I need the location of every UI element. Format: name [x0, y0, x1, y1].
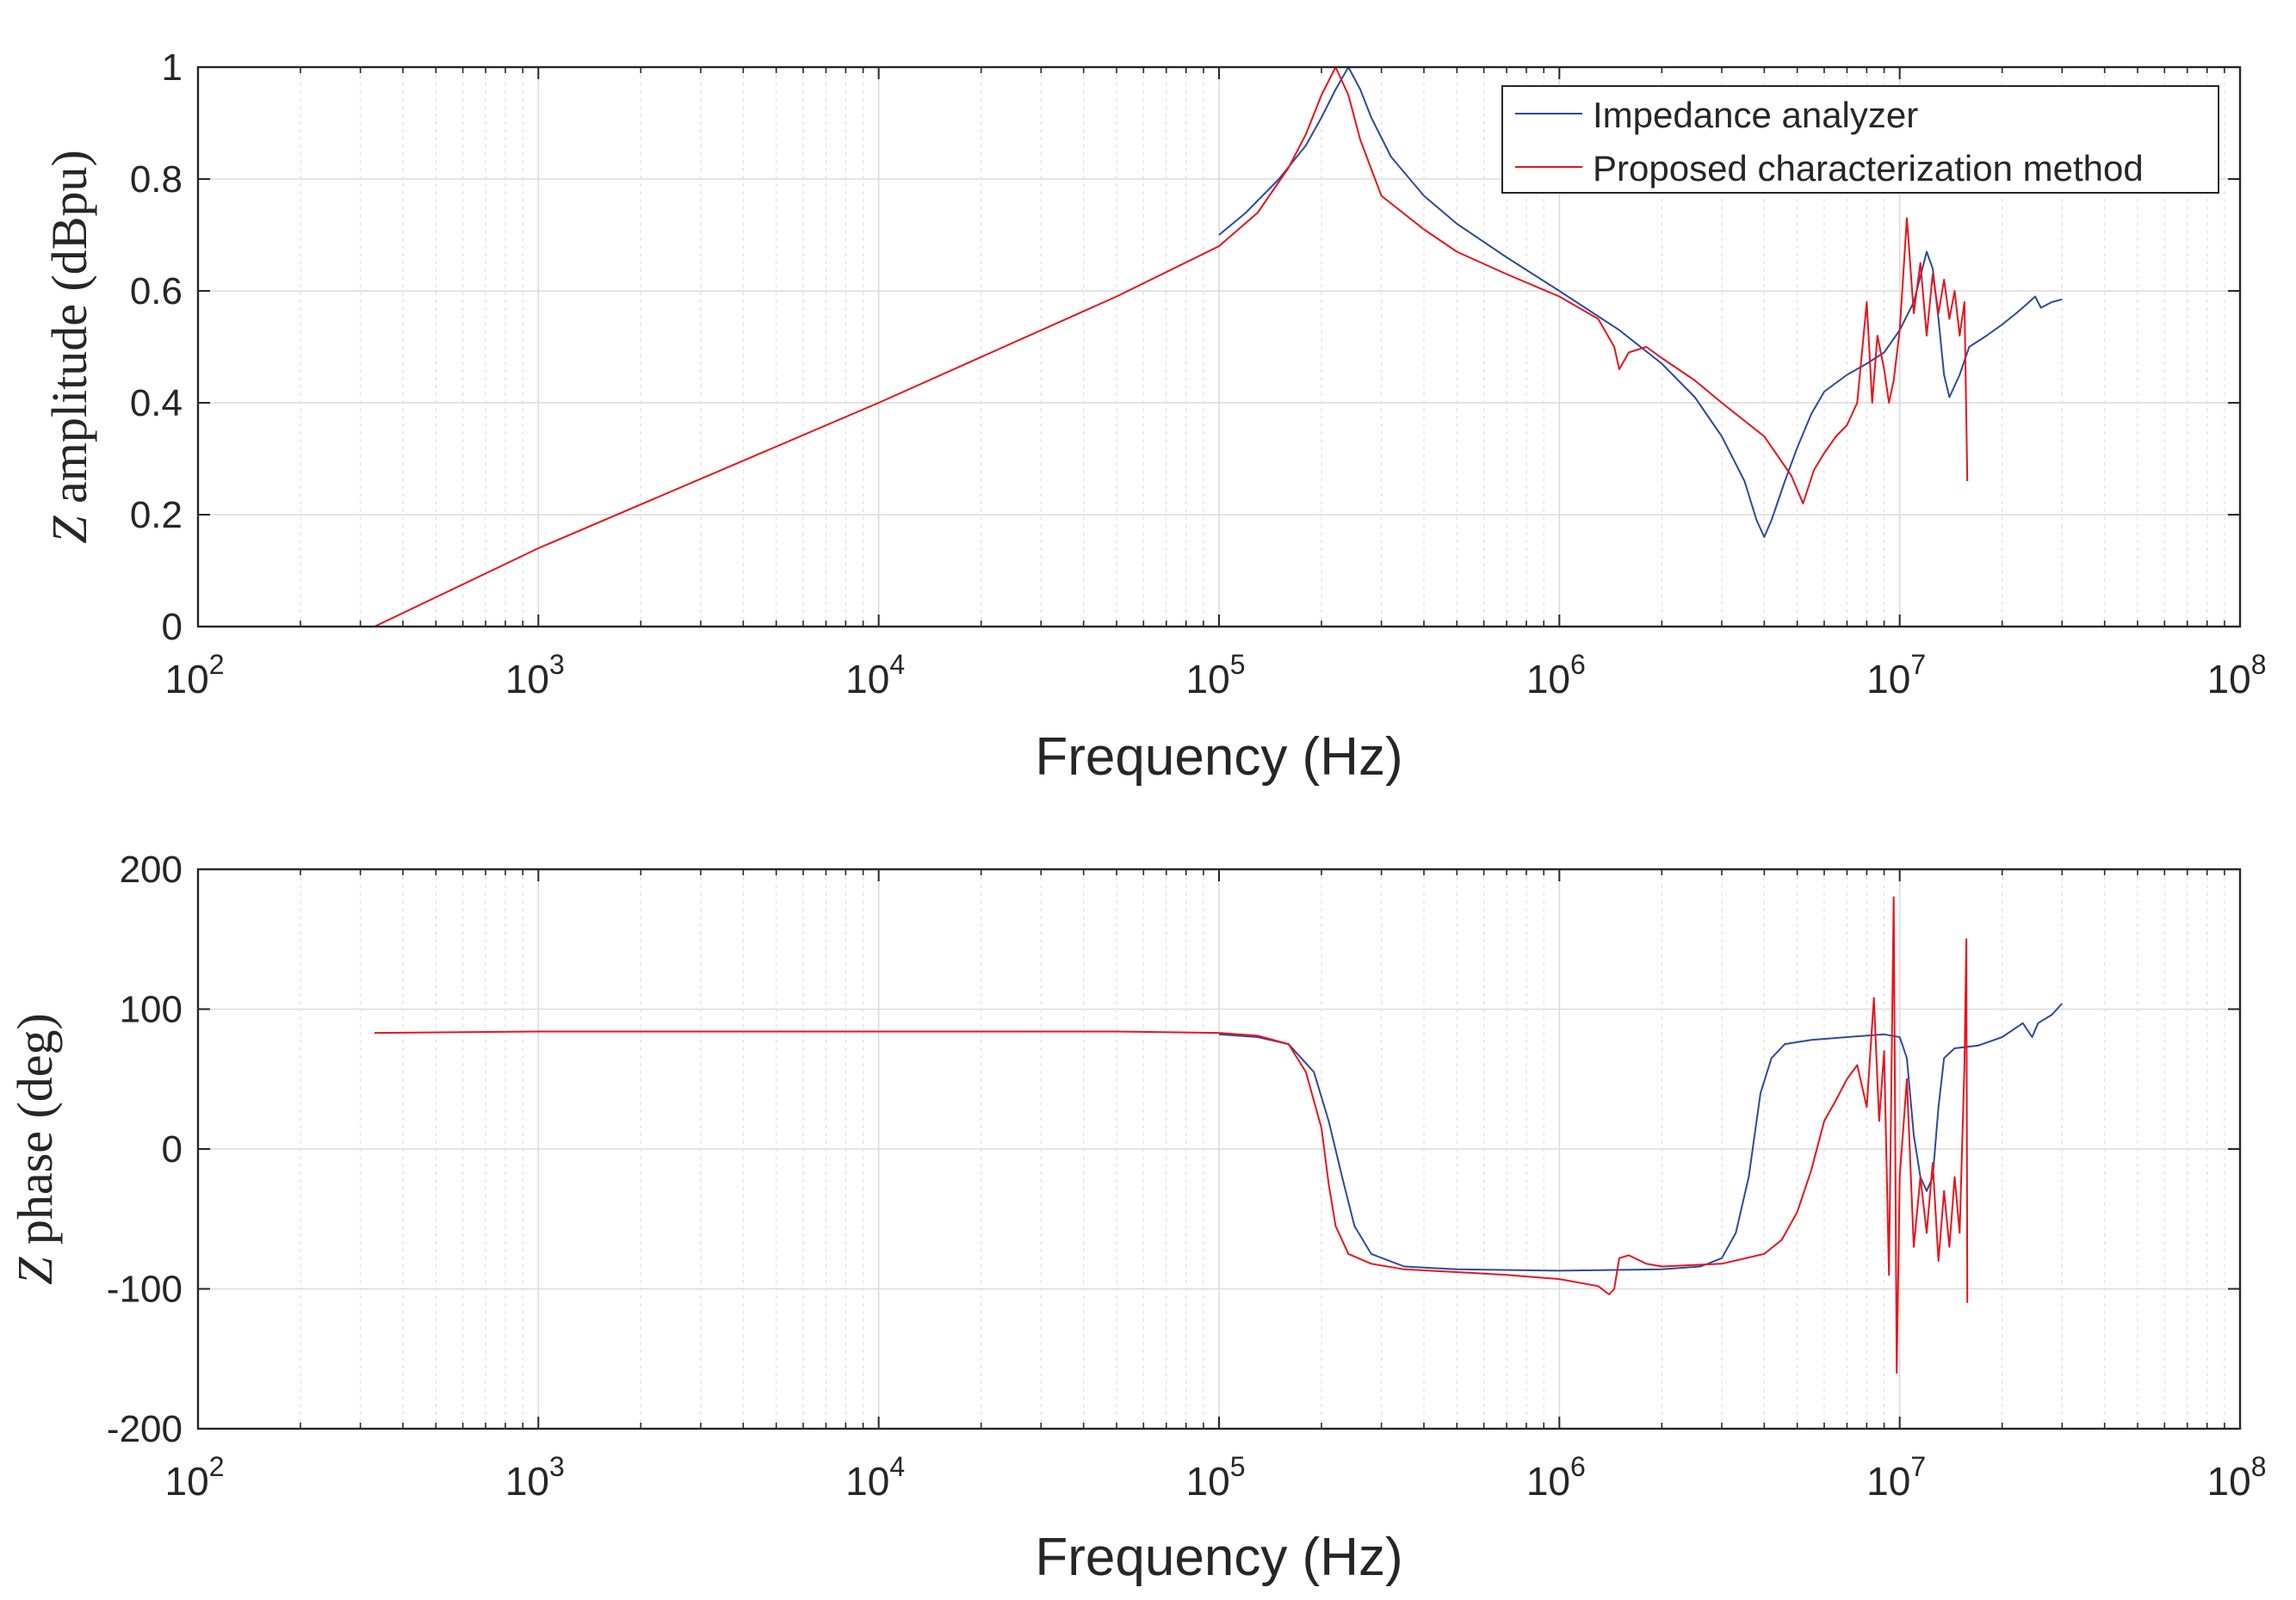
amplitude-y-axis-label: Z amplitude (dBpu)	[41, 150, 97, 544]
amplitude-y-axis-text: amplitude (dBpu)	[41, 150, 97, 516]
phase-y-tick-label: 0	[162, 1128, 183, 1171]
amplitude-x-axis-label: Frequency (Hz)	[1035, 727, 1402, 787]
amplitude-y-tick-label: 0.8	[130, 158, 183, 201]
phase-series	[374, 896, 2064, 1374]
legend: Impedance analyzer Proposed characteriza…	[1501, 85, 2219, 194]
phase-series-proposed-method	[374, 896, 1969, 1374]
amplitude-x-tick-label: 103	[505, 649, 565, 701]
amplitude-series	[374, 67, 2063, 627]
amplitude-series-proposed-method	[374, 67, 1969, 627]
amplitude-y-axis-symbol: Z	[41, 516, 97, 544]
legend-label-impedance-analyzer: Impedance analyzer	[1593, 95, 1918, 135]
legend-box	[1501, 85, 2219, 194]
amplitude-series-impedance-analyzer	[1218, 67, 2063, 538]
phase-y-tick-label: 100	[120, 989, 183, 1031]
amplitude-x-tick-label: 105	[1186, 649, 1246, 701]
phase-chart: 102 103 104 105 106 107 108 -200 -100 0 100 200 Fre…	[7, 849, 2266, 1587]
phase-x-tick-label: 104	[845, 1451, 905, 1504]
amplitude-x-tick-label: 108	[2207, 649, 2267, 701]
phase-series-impedance-analyzer	[1218, 1003, 2064, 1272]
phase-x-tick-label: 103	[505, 1451, 565, 1504]
amplitude-x-tick-label: 104	[845, 649, 905, 701]
phase-x-tick-label: 105	[1186, 1451, 1246, 1504]
amplitude-x-tick-label: 106	[1526, 649, 1586, 701]
phase-ticks: 102 103 104 105 106 107 108 -200 -100 0 100 200	[107, 849, 2267, 1504]
amplitude-y-tick-label: 0.6	[130, 270, 183, 312]
phase-y-axis-label: Z phase (deg)	[7, 1013, 63, 1285]
amplitude-grid	[197, 66, 2241, 627]
phase-x-tick-label: 106	[1526, 1451, 1586, 1504]
amplitude-y-tick-label: 0	[162, 606, 183, 648]
phase-y-axis-text: phase (deg)	[7, 1013, 63, 1257]
phase-x-tick-label: 102	[165, 1451, 225, 1504]
amplitude-y-tick-label: 0.4	[130, 382, 183, 424]
amplitude-x-tick-label: 107	[1866, 649, 1926, 701]
phase-x-tick-label: 108	[2207, 1451, 2267, 1504]
amplitude-y-tick-label: 0.2	[130, 494, 183, 536]
amplitude-y-tick-label: 1	[162, 46, 183, 89]
phase-y-axis-symbol: Z	[7, 1257, 63, 1285]
phase-x-axis-label: Frequency (Hz)	[1035, 1528, 1402, 1587]
amplitude-x-tick-label: 102	[165, 649, 225, 701]
phase-y-tick-label: -100	[107, 1269, 183, 1311]
amplitude-ticks: 102 103 104 105 106 107 108 0 0.2 0.4 0.6 0.8 1	[130, 46, 2267, 701]
phase-x-tick-label: 107	[1866, 1451, 1926, 1504]
phase-y-tick-label: -200	[107, 1408, 183, 1450]
legend-label-proposed-method: Proposed characterization method	[1593, 148, 2144, 188]
phase-y-tick-label: 200	[120, 849, 183, 891]
amplitude-chart: 102 103 104 105 106 107 108 0 0.2 0.4 0.6 0.8 1 Freq…	[41, 46, 2266, 787]
